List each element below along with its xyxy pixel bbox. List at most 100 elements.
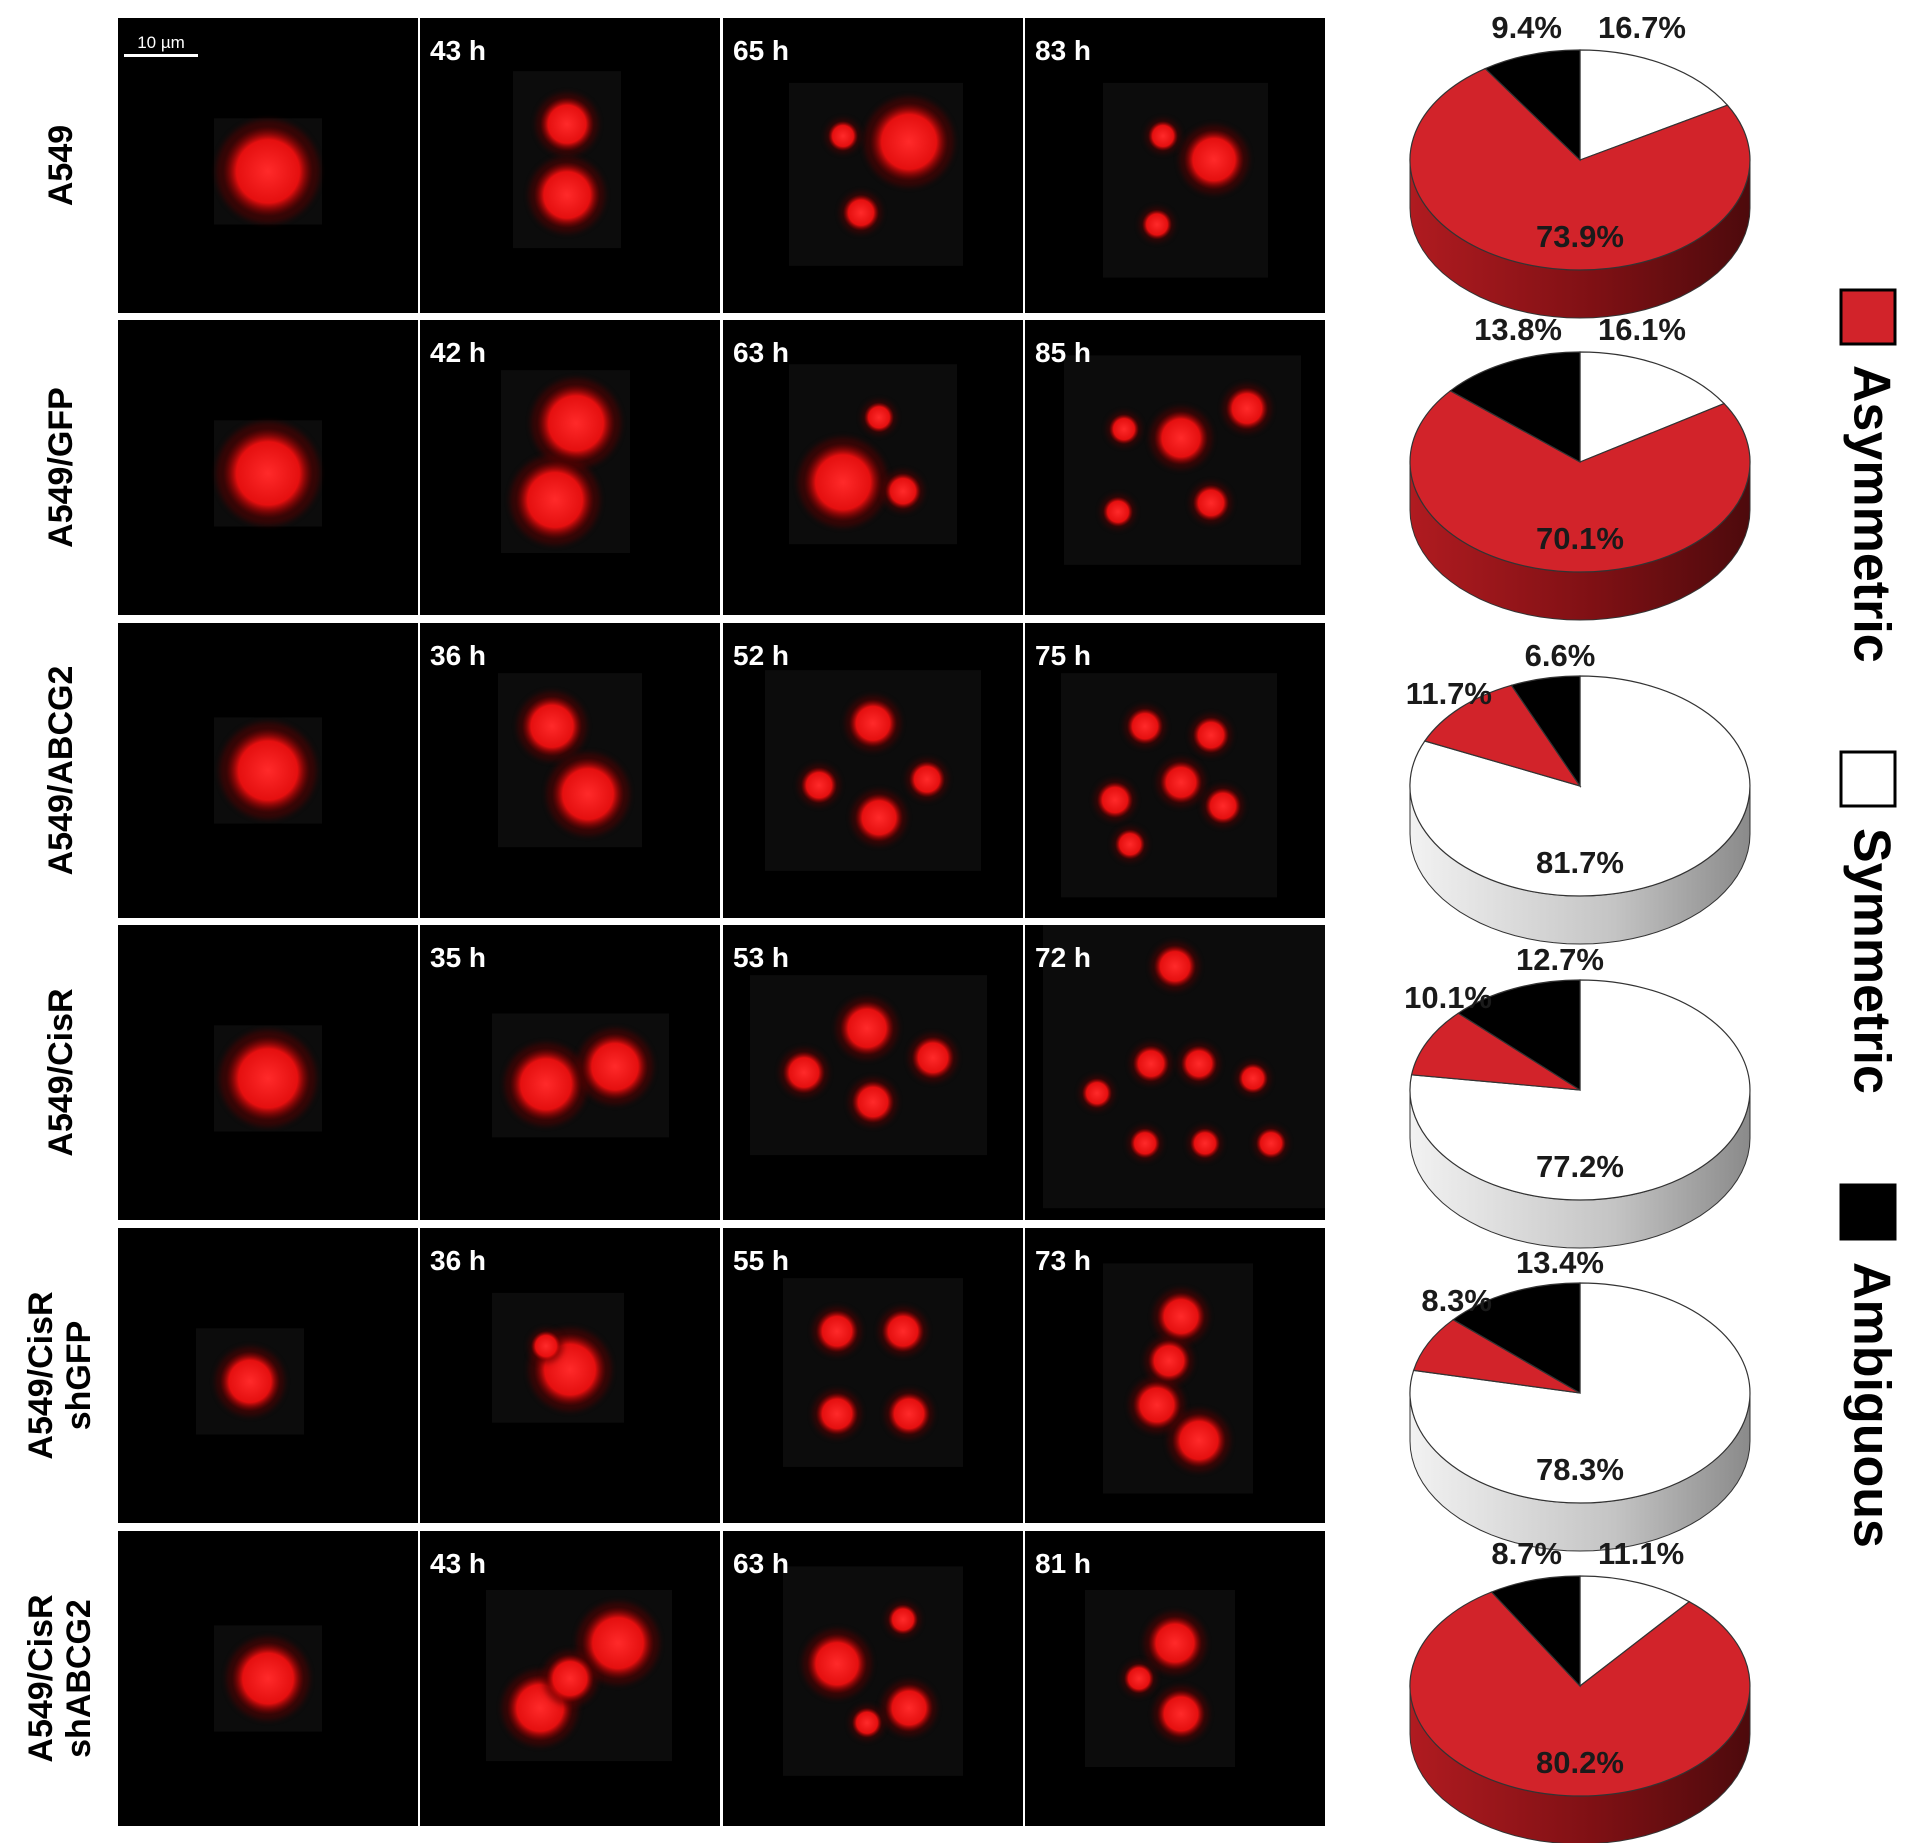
micrograph-panel: 43 h <box>420 18 720 313</box>
time-label: 75 h <box>1035 640 1091 671</box>
cell-nucleus <box>226 728 310 813</box>
cell-nucleus <box>864 402 894 433</box>
pie-value-label: 9.4% <box>1491 10 1562 45</box>
pie-value-label: 13.8% <box>1474 312 1562 347</box>
pie-value-label: 77.2% <box>1536 1149 1624 1184</box>
row-label-line: A549/CisR <box>42 988 80 1156</box>
time-label: 43 h <box>430 35 486 66</box>
pie-value-label: 81.7% <box>1536 845 1624 880</box>
row-label-line: shGFP <box>60 1321 98 1431</box>
cell-nucleus <box>1160 761 1202 804</box>
time-label: 73 h <box>1035 1245 1091 1276</box>
imaging-field <box>783 1278 963 1467</box>
cell-nucleus <box>1109 414 1139 445</box>
time-label: 35 h <box>430 942 486 973</box>
micrograph-panel <box>118 623 418 918</box>
cell-nucleus <box>1133 1045 1169 1082</box>
cell-nucleus <box>1154 945 1196 988</box>
micrograph-panel <box>118 18 418 313</box>
cell-nucleus <box>552 758 624 831</box>
pie-charts: 16.7% 73.9% 9.4% 16.1% 70.1% 13.8% 81.7% 11.7% 6… <box>1404 10 1751 1843</box>
pie-chart: 16.1% 70.1% 13.8% <box>1409 312 1751 621</box>
micrograph-panel: 52 h <box>723 623 1023 918</box>
scale-bar: 10 µm <box>124 33 198 57</box>
pie-slice <box>1449 351 1581 464</box>
cell-nucleus <box>546 1654 594 1703</box>
pie-slice <box>1579 1575 1691 1688</box>
micrograph-panel: 53 h <box>723 925 1023 1220</box>
pie-value-label: 10.1% <box>1404 980 1492 1015</box>
cell-nucleus <box>912 1036 954 1079</box>
legend-item: Symmetric <box>1839 750 1900 1094</box>
micrograph-panel: 55 h <box>723 1228 1023 1523</box>
legend: Asymmetric Symmetric Ambiguous <box>1839 288 1900 1548</box>
pie-slice <box>1490 1575 1581 1688</box>
cell-nucleus <box>816 1392 858 1435</box>
cell-nucleus <box>232 1642 304 1715</box>
pie-value-label: 11.1% <box>1598 1536 1684 1571</box>
pie-slice <box>1423 684 1582 788</box>
cell-nucleus <box>855 793 903 842</box>
legend-swatch <box>1839 750 1897 808</box>
cell-nucleus <box>888 1392 930 1435</box>
image-panels: 43 h 65 h 83 h 42 h 63 h 85 h 36 h 52 h 75 h 35 h… <box>118 18 1325 1826</box>
cell-nucleus <box>516 460 594 539</box>
cell-nucleus <box>1103 496 1133 527</box>
pie-slice <box>1510 675 1581 788</box>
micrograph-panel: 36 h <box>420 1228 720 1523</box>
row-label: A549/CisR shGFP <box>22 1291 98 1459</box>
cell-nucleus <box>1181 1045 1217 1082</box>
cell-nucleus <box>852 1081 894 1123</box>
row-label: A549/ABCG2 <box>42 666 80 876</box>
cell-nucleus <box>1130 1128 1160 1159</box>
cell-nucleus <box>1082 1078 1112 1109</box>
legend-label: Symmetric <box>1842 828 1900 1094</box>
cell-nucleus <box>1172 1413 1226 1468</box>
pie-value-label: 8.3% <box>1421 1283 1492 1318</box>
cell-nucleus <box>1142 209 1172 240</box>
micrograph-panel: 63 h <box>723 320 1023 615</box>
pie-slice <box>1409 675 1751 897</box>
cell-nucleus <box>1157 1292 1205 1341</box>
pie-value-label: 16.7% <box>1598 10 1686 45</box>
pie-chart: 16.7% 73.9% 9.4% <box>1409 10 1751 319</box>
cell-nucleus <box>1184 129 1244 190</box>
cell-nucleus <box>531 1331 561 1361</box>
pie-value-label: 6.6% <box>1525 638 1596 673</box>
time-label: 42 h <box>430 337 486 368</box>
time-label: 63 h <box>733 337 789 368</box>
cell-nucleus <box>582 1033 648 1100</box>
row-label: A549/GFP <box>42 387 80 548</box>
pie-slice <box>1409 390 1751 573</box>
cell-nucleus <box>1133 1381 1181 1429</box>
row-labels: A549A549/GFPA549/ABCG2A549/CisRA549/CisR… <box>22 125 98 1763</box>
micrograph-panel: 36 h <box>420 623 720 918</box>
row-label: A549 <box>42 125 80 206</box>
micrograph-panel: 81 h <box>1025 1531 1325 1826</box>
cell-nucleus <box>828 121 858 151</box>
cell-nucleus <box>1124 1663 1154 1694</box>
cell-nucleus <box>804 443 882 522</box>
cell-nucleus <box>843 194 879 231</box>
pie-slice <box>1412 1318 1581 1394</box>
cell-nucleus <box>801 767 837 804</box>
pie-slice <box>1410 1012 1581 1091</box>
cell-nucleus <box>582 1607 654 1680</box>
micrograph-panel <box>118 1228 418 1523</box>
pie-chart: 77.2% 10.1% 12.7% <box>1404 942 1751 1249</box>
time-label: 81 h <box>1035 1548 1091 1579</box>
row-label-line: A549/CisR <box>22 1291 60 1459</box>
cell-nucleus <box>1148 1616 1202 1671</box>
pie-slice <box>1409 979 1751 1201</box>
cell-nucleus <box>510 1048 582 1121</box>
micrograph-panel <box>118 1531 418 1826</box>
micrograph-panel: 65 h <box>723 18 1023 313</box>
pie-chart: 11.1% 80.2% 8.7% <box>1409 1536 1751 1843</box>
pie-slice <box>1457 979 1581 1092</box>
cell-nucleus <box>885 1684 933 1732</box>
micrograph-panel <box>118 925 418 1220</box>
time-label: 36 h <box>430 1245 486 1276</box>
cell-nucleus <box>849 699 897 748</box>
cell-nucleus <box>1193 717 1229 754</box>
